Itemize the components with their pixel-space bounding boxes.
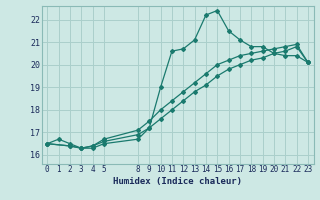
X-axis label: Humidex (Indice chaleur): Humidex (Indice chaleur) (113, 177, 242, 186)
